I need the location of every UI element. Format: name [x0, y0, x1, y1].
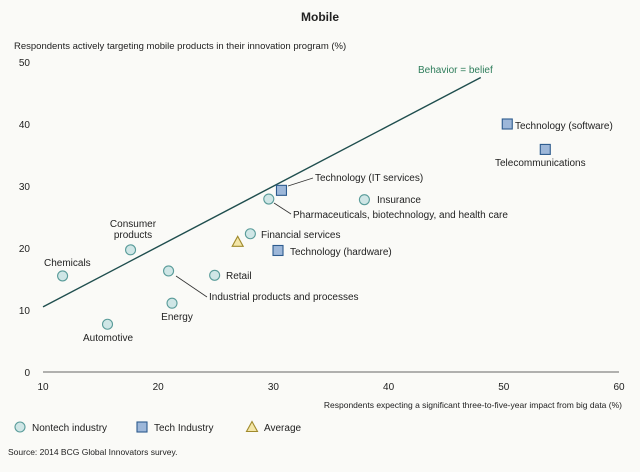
- point-telecommunications: [539, 143, 551, 155]
- legend-marker-average: [245, 420, 259, 433]
- point-label-telecommunications: Telecommunications: [495, 158, 586, 169]
- leader-line-pharmaceuticals-biotechnology-and-health-care: [273, 202, 292, 215]
- legend-label-tech-industry: Tech Industry: [154, 423, 213, 434]
- x-tick-label-20: 20: [153, 382, 165, 393]
- leader-line-technology-it-services: [287, 177, 314, 187]
- y-tick-label-10: 10: [19, 306, 31, 317]
- point-technology-hardware: [272, 244, 284, 257]
- x-tick-label-60: 60: [613, 382, 625, 393]
- point-consumer-products: [125, 244, 137, 256]
- point-label-chemicals: Chemicals: [44, 258, 91, 269]
- point-label-insurance: Insurance: [377, 195, 421, 206]
- data-points: [57, 118, 551, 330]
- point-retail: [209, 269, 221, 281]
- point-label-industrial-products-and-processes: Industrial products and processes: [209, 292, 359, 303]
- chart-legend: Nontech industry Tech Industry Average: [14, 420, 302, 434]
- legend-label-nontech-industry: Nontech industry: [32, 423, 107, 434]
- point-label-technology-software: Technology (software): [515, 121, 613, 132]
- point-label-energy: Energy: [161, 312, 193, 323]
- y-axis-label: Respondents actively targeting mobile pr…: [14, 41, 346, 52]
- point-average: [231, 235, 245, 247]
- chart-title: Mobile: [301, 10, 339, 24]
- x-tick-label-30: 30: [268, 382, 280, 393]
- point-technology-it-services: [275, 184, 288, 196]
- y-tick-label-30: 30: [19, 182, 31, 193]
- legend-marker-nontech-industry: [14, 421, 26, 433]
- x-tick-label-10: 10: [37, 382, 49, 393]
- point-label-consumer-products: Consumer products: [110, 219, 157, 241]
- data-point-labels: Chemicals Consumer products Automotive Energ…: [44, 121, 613, 344]
- legend-marker-tech-industry: [136, 421, 148, 433]
- y-tick-label-40: 40: [19, 120, 31, 131]
- point-automotive: [101, 318, 114, 330]
- x-tick-label-40: 40: [383, 382, 395, 393]
- source-note: Source: 2014 BCG Global Innovators surve…: [8, 447, 177, 457]
- point-energy: [166, 297, 178, 309]
- point-financial-services: [244, 228, 256, 240]
- x-tick-label-50: 50: [498, 382, 510, 393]
- point-label-retail: Retail: [226, 271, 252, 282]
- point-label-technology-hardware: Technology (hardware): [290, 247, 392, 258]
- point-pharmaceuticals-biotechnology-and-health-care: [263, 193, 275, 205]
- y-tick-label-50: 50: [19, 58, 31, 69]
- label-leader-lines: [175, 177, 314, 298]
- leader-line-industrial-products-and-processes: [175, 275, 208, 298]
- point-industrial-products-and-processes: [163, 265, 175, 277]
- behavior-belief-label: Behavior = belief: [418, 65, 493, 76]
- x-axis-ticks: 10 20 30 40 50 60: [37, 382, 625, 393]
- behavior-belief-line: [42, 76, 482, 308]
- point-label-pharmaceuticals-biotechnology-and-health-care: Pharmaceuticals, biotechnology, and heal…: [293, 210, 508, 221]
- y-axis-ticks: 0 10 20 30 40 50: [19, 58, 31, 379]
- point-label-technology-it-services: Technology (IT services): [315, 173, 423, 184]
- point-insurance: [358, 194, 370, 206]
- point-label-automotive: Automotive: [83, 333, 133, 344]
- point-label-financial-services: Financial services: [261, 230, 340, 241]
- y-tick-label-0: 0: [24, 368, 30, 379]
- point-technology-software: [501, 118, 513, 130]
- x-axis-label: Respondents expecting a significant thre…: [324, 400, 622, 410]
- legend-label-average: Average: [264, 423, 302, 434]
- y-tick-label-20: 20: [19, 244, 31, 255]
- point-chemicals: [57, 270, 69, 282]
